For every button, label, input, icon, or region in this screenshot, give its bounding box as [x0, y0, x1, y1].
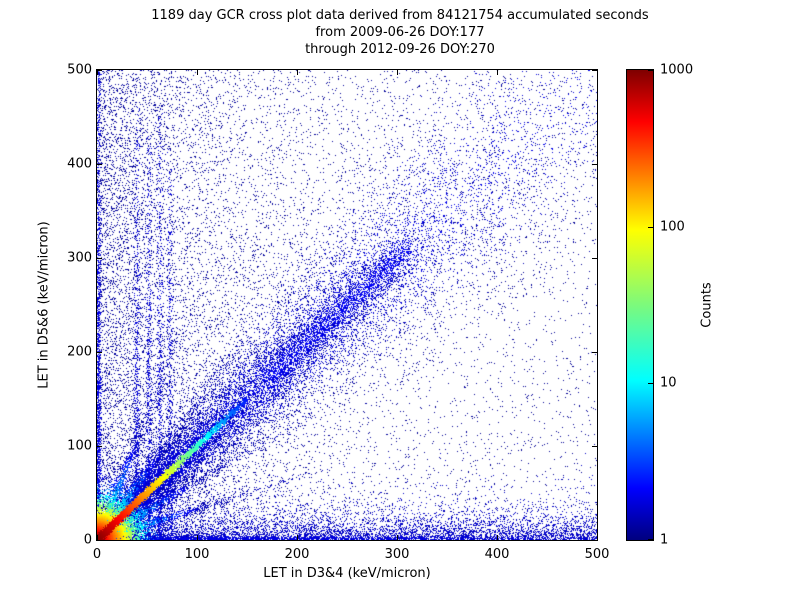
x-tick-mark-top — [497, 70, 498, 75]
colorbar — [626, 69, 654, 541]
y-tick-label-100: 100 — [67, 438, 92, 454]
colorbar-tick-label-100: 100 — [660, 219, 685, 235]
y-tick-mark-right — [592, 540, 597, 541]
y-tick-label-500: 500 — [67, 62, 92, 78]
y-tick-mark — [97, 258, 102, 259]
y-tick-label-300: 300 — [67, 250, 92, 266]
colorbar-tick-label-1: 1 — [660, 532, 669, 548]
y-tick-mark — [97, 540, 102, 541]
chart-title: 1189 day GCR cross plot data derived fro… — [151, 8, 649, 23]
y-tick-mark-right — [592, 258, 597, 259]
scatter-plot-canvas — [96, 69, 598, 541]
colorbar-tick-mark — [648, 539, 653, 540]
x-tick-mark — [397, 535, 398, 540]
y-tick-mark-right — [592, 70, 597, 71]
colorbar-tick-label-10: 10 — [660, 375, 677, 391]
y-tick-label-0: 0 — [83, 532, 92, 548]
y-tick-mark — [97, 164, 102, 165]
x-tick-label-200: 200 — [284, 547, 310, 562]
x-tick-mark — [597, 535, 598, 540]
x-tick-label-500: 500 — [584, 547, 610, 562]
colorbar-tick-mark — [648, 383, 653, 385]
x-tick-mark-top — [97, 70, 98, 75]
y-tick-mark-right — [592, 352, 597, 353]
y-tick-mark — [97, 70, 102, 71]
x-axis-label: LET in D3&4 (keV/micron) — [263, 566, 431, 581]
x-tick-mark-top — [197, 70, 198, 75]
x-tick-mark — [97, 535, 98, 540]
x-tick-mark — [497, 535, 498, 540]
x-tick-mark — [297, 535, 298, 540]
x-tick-mark-top — [597, 70, 598, 75]
colorbar-label: Counts — [699, 282, 715, 328]
x-tick-mark — [197, 535, 198, 540]
y-tick-mark-right — [592, 446, 597, 447]
y-tick-mark — [97, 446, 102, 447]
y-tick-label-200: 200 — [67, 344, 92, 360]
chart-subtitle-through: through 2012-09-26 DOY:270 — [305, 42, 495, 57]
x-tick-label-100: 100 — [184, 547, 210, 562]
x-tick-label-400: 400 — [484, 547, 510, 562]
x-tick-label-0: 0 — [92, 547, 102, 562]
y-tick-label-400: 400 — [67, 156, 92, 172]
chart-subtitle-from: from 2009-06-26 DOY:177 — [315, 25, 485, 40]
y-tick-mark-right — [592, 164, 597, 165]
x-tick-label-300: 300 — [384, 547, 410, 562]
y-axis-label: LET in D5&6 (keV/micron) — [36, 221, 52, 389]
colorbar-tick-label-1000: 1000 — [660, 62, 694, 78]
colorbar-tick-mark — [648, 70, 653, 71]
x-tick-mark-top — [397, 70, 398, 75]
colorbar-tick-mark — [648, 226, 653, 228]
y-tick-mark — [97, 352, 102, 353]
x-tick-mark-top — [297, 70, 298, 75]
